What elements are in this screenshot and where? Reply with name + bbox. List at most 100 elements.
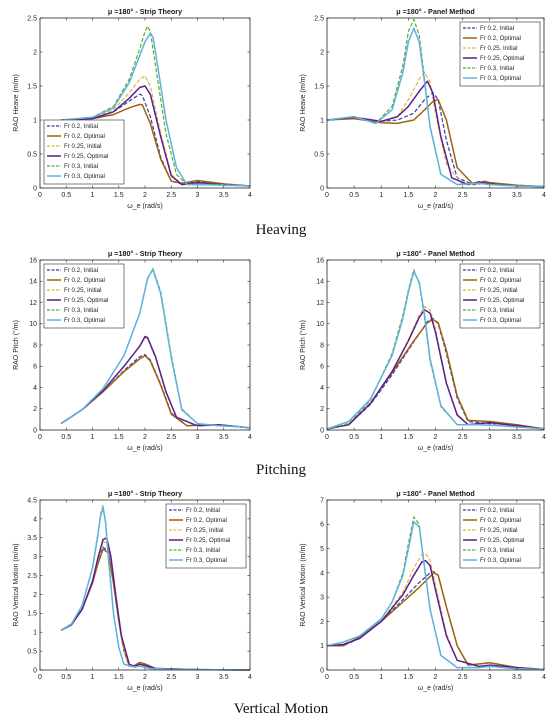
legend-label-1: Fr 0.2, Optimal	[480, 517, 521, 524]
y-tick-label: 14	[316, 279, 324, 286]
y-axis-label: RAO Vertical Motion (m/m)	[300, 543, 307, 626]
x-axis-label: ω_e (rad/s)	[127, 445, 162, 452]
chart-grid: 0 0.5 1 1.5 2 2.5 3 3.5 4 0 0.5 1 1.5 2 2.5 μ =180° - S…	[12, 7, 546, 692]
x-tick-label: 2	[143, 192, 147, 199]
y-tick-label: 6	[320, 522, 324, 529]
y-tick-label: 1	[320, 117, 324, 124]
series-line-3	[60, 335, 251, 429]
y-tick-label: 2	[320, 619, 324, 626]
x-tick-label: 2.5	[166, 192, 176, 199]
legend-label-4: Fr 0.3, Initial	[64, 163, 98, 170]
series-group	[60, 505, 251, 671]
y-axis-label: RAO Vertical Motion (m/m)	[13, 543, 20, 626]
series-line-3	[326, 559, 545, 671]
y-tick-label: 2	[320, 406, 324, 413]
x-tick-label: 3	[196, 434, 200, 441]
x-tick-label: 0	[325, 192, 329, 199]
y-tick-label: 12	[316, 300, 324, 307]
x-tick-label: 3.5	[219, 192, 229, 199]
x-tick-label: 2.5	[166, 434, 176, 441]
series-line-1	[60, 354, 251, 429]
series-line-1	[326, 98, 545, 188]
y-tick-label: 10	[29, 321, 37, 328]
x-tick-label: 1.5	[404, 192, 414, 199]
legend: Fr 0.2, Initial Fr 0.2, Optimal Fr 0.25, I…	[459, 263, 541, 329]
y-tick-label: 14	[29, 279, 37, 286]
chart-title: μ =180° - Strip Theory	[108, 489, 182, 498]
x-tick-label: 3.5	[219, 434, 229, 441]
series-line-5	[60, 32, 251, 187]
legend-label-3: Fr 0.25, Optimal	[186, 537, 230, 544]
x-tick-label: 1.5	[114, 674, 124, 681]
chart-5: 0 0.5 1 1.5 2 2.5 3 3.5 4 0 1 2 3 4 5 6 7 μ =180° - Panel…	[300, 489, 546, 692]
legend-box	[43, 119, 125, 185]
legend-label-2: Fr 0.25, Initial	[480, 527, 518, 534]
x-tick-label: 3	[488, 192, 492, 199]
legend-label-5: Fr 0.3, Optimal	[64, 173, 105, 180]
y-tick-label: 8	[33, 342, 37, 349]
y-tick-label: 2.5	[27, 573, 37, 580]
y-tick-label: 7	[320, 497, 324, 504]
x-axis-label: ω_e (rad/s)	[418, 445, 453, 452]
series-group	[60, 25, 251, 187]
series-group	[326, 18, 545, 188]
legend: Fr 0.2, Initial Fr 0.2, Optimal Fr 0.25, I…	[165, 503, 247, 569]
x-tick-label: 0.5	[349, 674, 359, 681]
y-tick-label: 1	[33, 117, 37, 124]
legend-label-5: Fr 0.3, Optimal	[186, 557, 227, 564]
x-tick-label: 2	[434, 434, 438, 441]
x-tick-label: 1	[91, 434, 95, 441]
y-tick-label: 6	[33, 364, 37, 371]
y-tick-label: 16	[29, 257, 37, 264]
legend-label-3: Fr 0.25, Optimal	[64, 153, 108, 160]
chart-4: 0 0.5 1 1.5 2 2.5 3 3.5 4 0 0.5 1 1.5 2 2.5 3 3.5 4 4.5 μ =…	[13, 489, 252, 692]
legend-label-2: Fr 0.25, Initial	[186, 527, 224, 534]
y-tick-label: 1.5	[314, 83, 324, 90]
y-tick-label: 5	[320, 546, 324, 553]
y-tick-label: 4	[33, 385, 37, 392]
legend-label-4: Fr 0.3, Initial	[480, 547, 514, 554]
legend-label-1: Fr 0.2, Optimal	[186, 517, 227, 524]
y-tick-label: 0	[33, 427, 37, 434]
series-group	[60, 267, 251, 429]
x-tick-label: 0	[38, 674, 42, 681]
x-tick-label: 1	[91, 192, 95, 199]
x-tick-label: 4	[542, 434, 546, 441]
series-line-5	[326, 270, 545, 430]
x-tick-label: 0.5	[61, 434, 71, 441]
caption-heaving: Heaving	[256, 222, 307, 238]
y-tick-label: 1.5	[27, 611, 37, 618]
x-tick-label: 0.5	[349, 192, 359, 199]
x-tick-label: 4	[542, 674, 546, 681]
x-tick-label: 4	[248, 192, 252, 199]
x-tick-label: 4	[248, 434, 252, 441]
y-tick-label: 0	[33, 667, 37, 674]
x-tick-label: 4	[248, 674, 252, 681]
y-tick-label: 2	[33, 592, 37, 599]
legend-label-5: Fr 0.3, Optimal	[64, 317, 105, 324]
x-tick-label: 3.5	[512, 192, 522, 199]
x-tick-label: 3.5	[512, 674, 522, 681]
x-tick-label: 3	[196, 192, 200, 199]
series-line-2	[326, 552, 545, 671]
legend-label-2: Fr 0.25, Initial	[64, 287, 102, 294]
legend: Fr 0.2, Initial Fr 0.2, Optimal Fr 0.25, I…	[43, 119, 125, 185]
legend-label-2: Fr 0.25, Initial	[64, 143, 102, 150]
legend-label-2: Fr 0.25, Initial	[480, 287, 518, 294]
x-tick-label: 3.5	[219, 674, 229, 681]
legend-label-1: Fr 0.2, Optimal	[480, 35, 521, 42]
x-tick-label: 2	[143, 434, 147, 441]
x-tick-label: 2.5	[166, 674, 176, 681]
legend-label-0: Fr 0.2, Initial	[64, 123, 98, 130]
x-tick-label: 1	[379, 674, 383, 681]
legend-label-4: Fr 0.3, Initial	[186, 547, 220, 554]
y-tick-label: 0.5	[27, 151, 37, 158]
y-axis-label: RAO Pitch (°/m)	[12, 320, 20, 370]
x-tick-label: 0	[325, 674, 329, 681]
y-tick-label: 3	[320, 595, 324, 602]
legend-label-5: Fr 0.3, Optimal	[480, 317, 521, 324]
y-tick-label: 1.5	[27, 83, 37, 90]
legend-label-1: Fr 0.2, Optimal	[480, 277, 521, 284]
y-tick-label: 12	[29, 300, 37, 307]
legend-label-5: Fr 0.3, Optimal	[480, 557, 521, 564]
